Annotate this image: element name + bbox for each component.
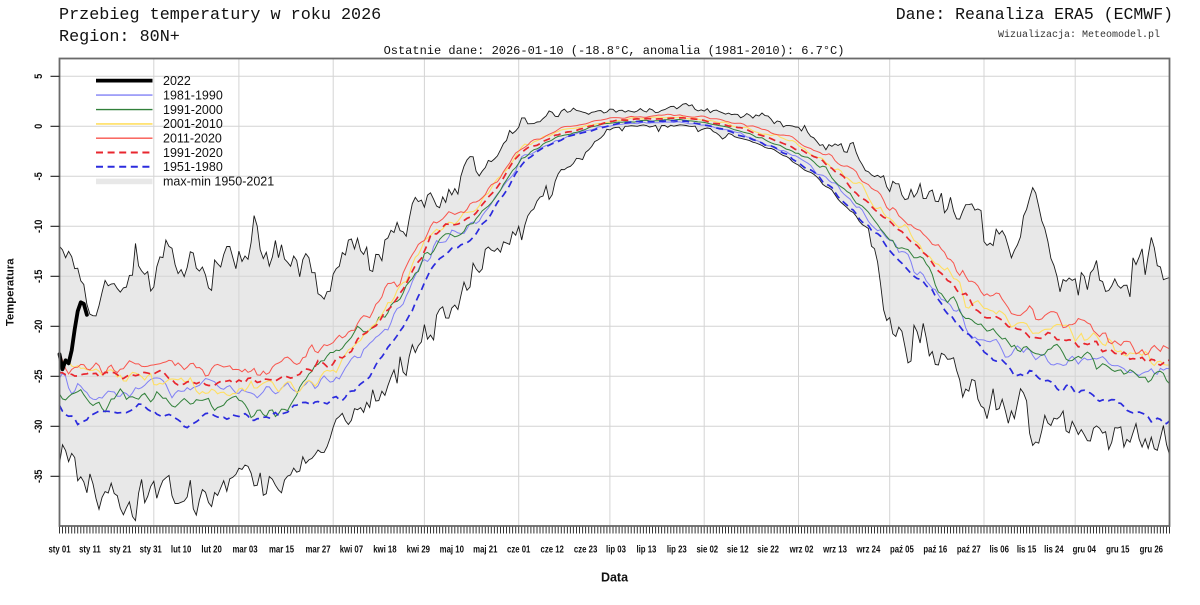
svg-text:2022: 2022 <box>163 74 191 88</box>
svg-text:lip 13: lip 13 <box>636 544 656 555</box>
svg-text:Data: Data <box>601 571 629 585</box>
svg-text:sty 21: sty 21 <box>109 544 131 555</box>
svg-text:paź 16: paź 16 <box>923 544 947 555</box>
svg-text:lis 24: lis 24 <box>1044 544 1064 555</box>
svg-text:Ostatnie dane: 2026-01-10 (-18: Ostatnie dane: 2026-01-10 (-18.8°C, anom… <box>384 44 845 58</box>
svg-text:Region: 80N+: Region: 80N+ <box>59 28 180 47</box>
svg-text:Dane: Reanaliza ERA5 (ECMWF): Dane: Reanaliza ERA5 (ECMWF) <box>896 5 1173 24</box>
svg-text:1981-1990: 1981-1990 <box>163 88 223 102</box>
svg-text:lut 10: lut 10 <box>171 544 191 555</box>
svg-text:sty 31: sty 31 <box>140 544 162 555</box>
svg-text:max-min 1950-2021: max-min 1950-2021 <box>163 175 274 189</box>
svg-text:-30: -30 <box>33 419 45 433</box>
svg-text:2011-2020: 2011-2020 <box>163 132 222 146</box>
svg-text:maj 21: maj 21 <box>473 544 497 555</box>
svg-text:kwi 07: kwi 07 <box>340 544 363 555</box>
svg-text:lip 03: lip 03 <box>606 544 626 555</box>
svg-text:Przebieg temperatury w roku 20: Przebieg temperatury w roku 2026 <box>59 6 381 25</box>
svg-text:sie 22: sie 22 <box>757 544 779 555</box>
svg-text:sie 12: sie 12 <box>727 544 749 555</box>
svg-text:sty 01: sty 01 <box>48 544 70 555</box>
svg-text:lis 15: lis 15 <box>1017 544 1037 555</box>
svg-text:paź 05: paź 05 <box>890 544 914 555</box>
svg-text:wrz 24: wrz 24 <box>856 544 881 555</box>
svg-text:kwi 18: kwi 18 <box>373 544 396 555</box>
svg-text:-5: -5 <box>33 172 45 181</box>
svg-text:gru 04: gru 04 <box>1073 544 1096 555</box>
svg-text:wrz 02: wrz 02 <box>789 544 814 555</box>
svg-text:gru 26: gru 26 <box>1140 544 1163 555</box>
svg-text:1951-1980: 1951-1980 <box>163 160 223 174</box>
svg-text:-35: -35 <box>33 469 45 483</box>
svg-text:1991-2020: 1991-2020 <box>163 146 223 160</box>
svg-text:mar 03: mar 03 <box>232 544 257 555</box>
svg-text:-10: -10 <box>33 219 45 233</box>
svg-text:lip 23: lip 23 <box>667 544 687 555</box>
svg-text:1991-2000: 1991-2000 <box>163 103 223 117</box>
svg-text:cze 01: cze 01 <box>507 544 530 555</box>
svg-text:gru 15: gru 15 <box>1106 544 1129 555</box>
svg-text:paź 27: paź 27 <box>957 544 981 555</box>
svg-text:0: 0 <box>33 123 45 128</box>
svg-text:lis 06: lis 06 <box>989 544 1009 555</box>
svg-text:-25: -25 <box>33 369 45 383</box>
svg-text:Wizualizacja: Meteomodel.pl: Wizualizacja: Meteomodel.pl <box>998 29 1160 41</box>
svg-text:-20: -20 <box>33 319 45 333</box>
svg-text:wrz 13: wrz 13 <box>822 544 847 555</box>
svg-text:5: 5 <box>33 73 45 78</box>
svg-text:lut 20: lut 20 <box>201 544 221 555</box>
svg-text:kwi 29: kwi 29 <box>407 544 430 555</box>
svg-text:cze 12: cze 12 <box>541 544 564 555</box>
svg-text:Temperatura: Temperatura <box>5 258 17 326</box>
svg-text:cze 23: cze 23 <box>574 544 597 555</box>
svg-text:sty 11: sty 11 <box>79 544 101 555</box>
svg-text:2001-2010: 2001-2010 <box>163 117 223 131</box>
svg-text:mar 15: mar 15 <box>269 544 294 555</box>
svg-text:-15: -15 <box>33 269 45 283</box>
svg-text:maj 10: maj 10 <box>440 544 464 555</box>
svg-text:mar 27: mar 27 <box>305 544 330 555</box>
svg-text:sie 02: sie 02 <box>696 544 718 555</box>
